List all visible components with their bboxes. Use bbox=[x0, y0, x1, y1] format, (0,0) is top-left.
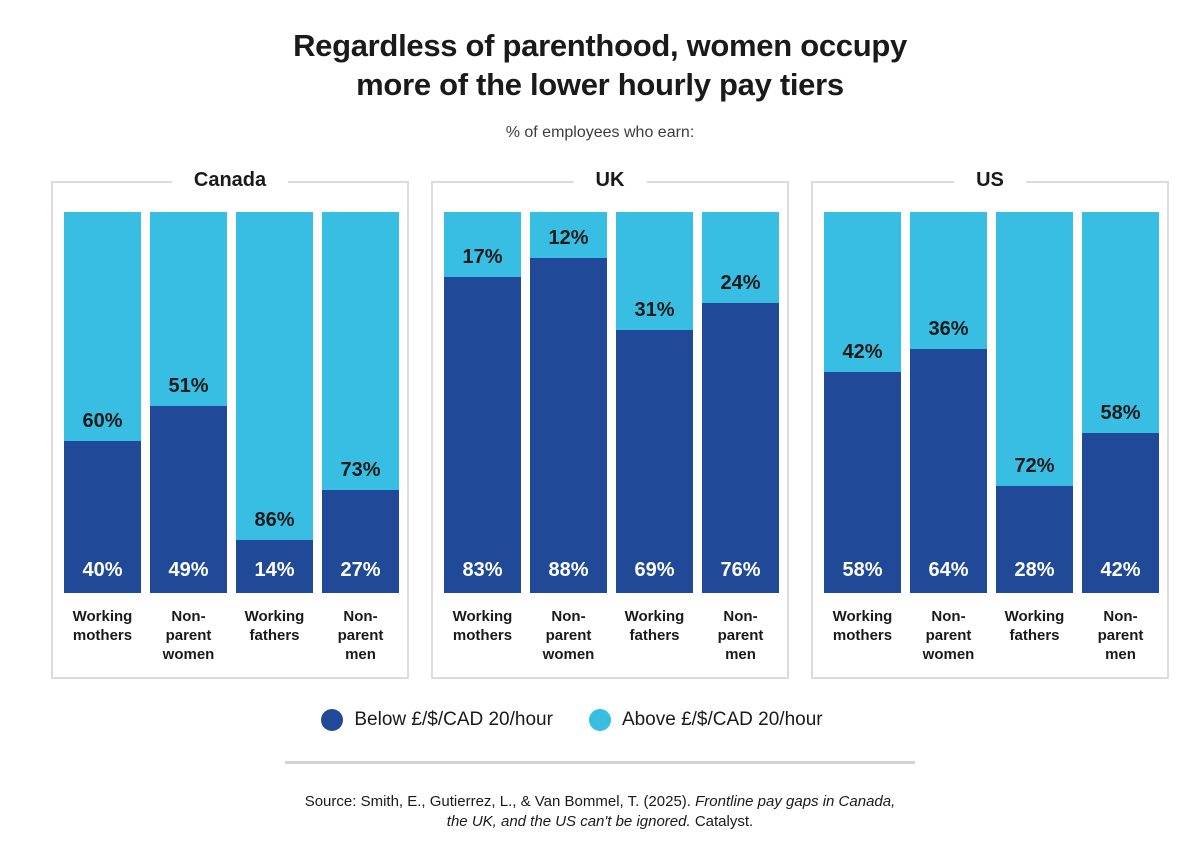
category-label: Working fathers bbox=[1004, 608, 1065, 644]
source-text-segment: the UK, and the US can't be ignored. bbox=[446, 813, 691, 830]
bar-label-below: 76% bbox=[720, 559, 761, 581]
bar-label-above: 72% bbox=[1014, 455, 1055, 477]
bar-label-below: 28% bbox=[1014, 559, 1055, 581]
panel-title-us: US bbox=[954, 169, 1026, 192]
bar-label-above: 31% bbox=[634, 299, 675, 321]
chart-subtitle: % of employees who earn: bbox=[505, 124, 695, 141]
bar-canada-3: 86% 14% bbox=[236, 212, 313, 593]
category-label: Working mothers bbox=[72, 608, 133, 644]
bar-label-below: 69% bbox=[634, 559, 675, 581]
category-label: Non- parent women bbox=[922, 608, 975, 663]
category-label: Non- parent women bbox=[162, 608, 215, 663]
source-line: Source: Smith, E., Gutierrez, L., & Van … bbox=[0, 792, 1200, 812]
chart-title: Regardless of parenthood, women occupy m… bbox=[0, 26, 1200, 104]
chart-legend: Below £/$/CAD 20/hour Above £/$/CAD 20/h… bbox=[0, 709, 1172, 731]
bar-segment-below bbox=[64, 441, 141, 593]
bar-segment-below bbox=[1082, 433, 1159, 593]
bar-label-above: 73% bbox=[340, 459, 381, 481]
category-label: Working mothers bbox=[832, 608, 893, 644]
source-citation: Source: Smith, E., Gutierrez, L., & Van … bbox=[0, 792, 1200, 832]
bar-canada-2: 51% 49% bbox=[150, 212, 227, 593]
legend-label-below: Below £/$/CAD 20/hour bbox=[354, 709, 553, 730]
category-label: Working mothers bbox=[452, 608, 513, 644]
bar-canada-1: 60% 40% bbox=[64, 212, 141, 593]
bar-label-below: 83% bbox=[462, 559, 503, 581]
bar-canada-4: 73% 27% bbox=[322, 212, 399, 593]
bar-us-3: 72% 28% bbox=[996, 212, 1073, 593]
bar-segment-below bbox=[530, 258, 607, 593]
bar-label-below: 40% bbox=[82, 559, 123, 581]
bar-segment-above bbox=[236, 212, 313, 593]
category-label: Non- parent women bbox=[542, 608, 595, 663]
bar-label-below: 27% bbox=[340, 559, 381, 581]
bar-label-above: 24% bbox=[720, 272, 761, 294]
category-label: Working fathers bbox=[244, 608, 305, 644]
legend-item-below: Below £/$/CAD 20/hour bbox=[321, 709, 553, 731]
source-divider bbox=[285, 761, 915, 764]
bar-label-above: 60% bbox=[82, 410, 123, 432]
bar-segment-below bbox=[702, 303, 779, 593]
bar-segment-below bbox=[616, 330, 693, 593]
bar-us-2: 36% 64% bbox=[910, 212, 987, 593]
bar-segment-below bbox=[236, 540, 313, 593]
legend-dot-below-icon bbox=[321, 709, 344, 731]
bar-label-above: 86% bbox=[254, 509, 295, 531]
source-line: the UK, and the US can't be ignored. Cat… bbox=[0, 812, 1200, 832]
bar-label-above: 58% bbox=[1100, 402, 1141, 424]
bar-label-below: 88% bbox=[548, 559, 589, 581]
category-label: Non- parent men bbox=[337, 608, 384, 663]
bar-label-above: 36% bbox=[928, 318, 969, 340]
category-label: Non- parent men bbox=[717, 608, 764, 663]
panel-title-canada: Canada bbox=[171, 169, 289, 192]
source-text-segment: Source: Smith, E., Gutierrez, L., & Van … bbox=[304, 793, 696, 810]
source-text-segment: Catalyst. bbox=[690, 813, 754, 830]
bar-us-1: 42% 58% bbox=[824, 212, 901, 593]
chart-title-line2: more of the lower hourly pay tiers bbox=[356, 67, 844, 102]
bar-segment-below bbox=[150, 406, 227, 593]
chart-title-line1: Regardless of parenthood, women occupy bbox=[293, 28, 907, 63]
source-text-segment: Frontline pay gaps in Canada, bbox=[695, 793, 896, 810]
country-panel-us: US 42% 58% Working mothers 36% 64% Non- parent… bbox=[811, 169, 1169, 679]
bar-uk-3: 31% 69% bbox=[616, 212, 693, 593]
category-label: Working fathers bbox=[624, 608, 685, 644]
bar-label-above: 17% bbox=[462, 246, 503, 268]
bar-uk-4: 24% 76% bbox=[702, 212, 779, 593]
bar-label-below: 14% bbox=[254, 559, 295, 581]
bar-label-below: 49% bbox=[168, 559, 209, 581]
legend-item-above: Above £/$/CAD 20/hour bbox=[588, 709, 823, 731]
bar-segment-below bbox=[996, 486, 1073, 593]
bar-segment-below bbox=[444, 277, 521, 593]
country-panel-canada: Canada 60% 40% Working mothers 51% 49% Non- pa… bbox=[51, 169, 409, 679]
bar-label-above: 42% bbox=[842, 341, 883, 363]
legend-label-above: Above £/$/CAD 20/hour bbox=[621, 709, 823, 730]
bar-segment-below bbox=[824, 372, 901, 593]
bar-label-above: 12% bbox=[548, 227, 589, 249]
bar-label-below: 64% bbox=[928, 559, 969, 581]
bar-label-below: 58% bbox=[842, 559, 883, 581]
bar-segment-below bbox=[910, 349, 987, 593]
category-label: Non- parent men bbox=[1097, 608, 1144, 663]
bar-label-below: 42% bbox=[1100, 559, 1141, 581]
bar-uk-1: 17% 83% bbox=[444, 212, 521, 593]
bar-us-4: 58% 42% bbox=[1082, 212, 1159, 593]
bar-segment-below bbox=[322, 490, 399, 593]
bar-uk-2: 12% 88% bbox=[530, 212, 607, 593]
panel-title-uk: UK bbox=[573, 169, 647, 192]
bar-label-above: 51% bbox=[168, 375, 209, 397]
legend-dot-above-icon bbox=[588, 709, 611, 731]
country-panel-uk: UK 17% 83% Working mothers 12% 88% Non- parent… bbox=[431, 169, 789, 679]
